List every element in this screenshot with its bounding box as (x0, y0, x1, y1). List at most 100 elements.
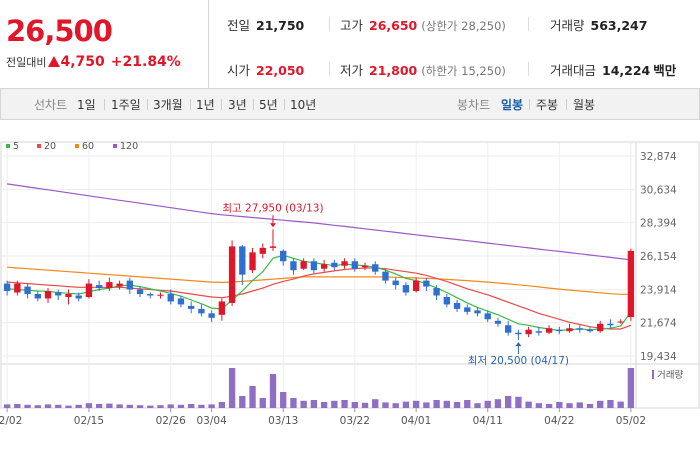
volume-bar (249, 386, 256, 408)
line-chart-heading: 선차트 (34, 98, 68, 112)
tab-candle-monthly[interactable]: 월봉 (573, 98, 596, 112)
legend-swatch (75, 144, 79, 148)
y-tick-label: 30,634 (640, 184, 677, 196)
volume-bar (106, 403, 113, 408)
tab-line-10y[interactable]: 10년 (290, 98, 317, 112)
divider (566, 99, 567, 110)
period-tabs: 선차트 1일 1주일 3개월 1년 3년 5년 10년 봉차트 일봉 주봉 월봉 (0, 89, 700, 120)
candle-body (474, 310, 481, 314)
tab-line-1d[interactable]: 1일 (77, 98, 96, 112)
legend-label: 20 (44, 141, 56, 152)
candle-body (545, 328, 553, 333)
legend-label: 60 (82, 141, 94, 152)
x-tick-label: 05/02 (616, 415, 646, 427)
volume-bar (310, 400, 318, 408)
divider (104, 99, 105, 110)
candle-body (341, 261, 348, 266)
volume-bar (627, 368, 635, 408)
tab-candle-weekly[interactable]: 주봉 (536, 98, 559, 112)
tab-line-1y[interactable]: 1년 (196, 98, 215, 112)
candle-body (75, 295, 82, 299)
legend-label: 120 (120, 141, 138, 152)
volume-bar (188, 404, 195, 408)
x-tick-label: 03/22 (340, 415, 370, 427)
candle-body (188, 305, 195, 309)
candle-body (290, 261, 297, 271)
volume-bar (116, 404, 123, 408)
candle-body (597, 323, 604, 332)
y-tick-label: 26,154 (640, 251, 677, 263)
divider (329, 17, 330, 31)
candle-body (382, 271, 389, 281)
volume-bar (402, 401, 410, 408)
legend-swatch (6, 144, 10, 148)
stat-volume: 거래량 563,247 (550, 15, 647, 34)
candle-body (402, 285, 410, 293)
volume-bar (147, 405, 154, 408)
volume-bar (433, 400, 440, 408)
candle-body (331, 262, 338, 268)
volume-bar (443, 400, 450, 408)
volume-bar (392, 403, 399, 408)
stat-label: 거래량 (550, 18, 585, 33)
y-tick-label: 32,874 (640, 151, 677, 163)
candle-body (535, 331, 543, 333)
candle-body (239, 246, 246, 275)
volume-bar (24, 404, 31, 408)
volume-bar (259, 398, 266, 408)
candle-body (484, 313, 491, 320)
volume-bar (566, 403, 573, 408)
divider (528, 62, 529, 76)
volume-bar (239, 396, 246, 408)
tab-line-5y[interactable]: 5년 (259, 98, 278, 112)
volume-bar (157, 405, 164, 408)
candle-body (3, 283, 11, 292)
volume-bar (95, 404, 103, 408)
volume-bar (617, 401, 624, 408)
volume-bar (474, 403, 481, 408)
tab-line-3m[interactable]: 3개월 (153, 98, 183, 112)
volume-bar (136, 405, 144, 408)
candle-body (453, 302, 461, 309)
candle-body (607, 323, 614, 326)
legend-swatch (37, 144, 41, 148)
x-tick-label: 02/26 (156, 415, 187, 427)
divider (147, 99, 148, 110)
candle-body (525, 329, 532, 335)
tab-line-1w[interactable]: 1주일 (111, 98, 141, 112)
change-amount: 4,750 (60, 54, 105, 70)
high-annotation: 최고 27,950 (03/13) (222, 202, 323, 214)
divider (221, 99, 222, 110)
volume-bar (535, 403, 543, 408)
candle-body (177, 298, 185, 305)
candle-body (412, 280, 420, 292)
candle-chart-heading: 봉차트 (457, 98, 491, 112)
current-price: 26,500 (6, 14, 113, 48)
stat-label: 저가 (340, 63, 364, 78)
volume-bar (372, 399, 379, 408)
divider (528, 17, 529, 31)
quote-stats: 전일 21,750 고가 26,650 (상한가 28,250) 거래량 563,247… (209, 0, 700, 88)
candle-body (14, 283, 21, 293)
candle-body (515, 332, 522, 335)
stat-value: 22,050 (256, 63, 305, 78)
price-box: 26,500 전일대비 4,750 +21.84% (0, 0, 209, 88)
candle-body (617, 321, 624, 323)
volume-legend-swatch (652, 370, 654, 379)
divider (284, 99, 285, 110)
stat-sub: (하한가 15,250) (421, 64, 506, 78)
volume-bar (464, 400, 471, 408)
tab-line-3y[interactable]: 3년 (228, 98, 247, 112)
candle-body (361, 265, 369, 268)
candle-body (167, 294, 174, 302)
moving-average-ma5 (7, 254, 632, 332)
volume-bar (361, 402, 369, 408)
legend-label: 5 (13, 141, 19, 152)
volume-bar (300, 400, 307, 408)
tab-candle-daily[interactable]: 일봉 (501, 98, 524, 112)
stat-label: 거래대금 (550, 63, 597, 78)
candle-body (269, 246, 277, 248)
y-tick-label: 19,434 (640, 351, 677, 363)
candle-body (320, 264, 328, 269)
candle-body (310, 261, 318, 271)
